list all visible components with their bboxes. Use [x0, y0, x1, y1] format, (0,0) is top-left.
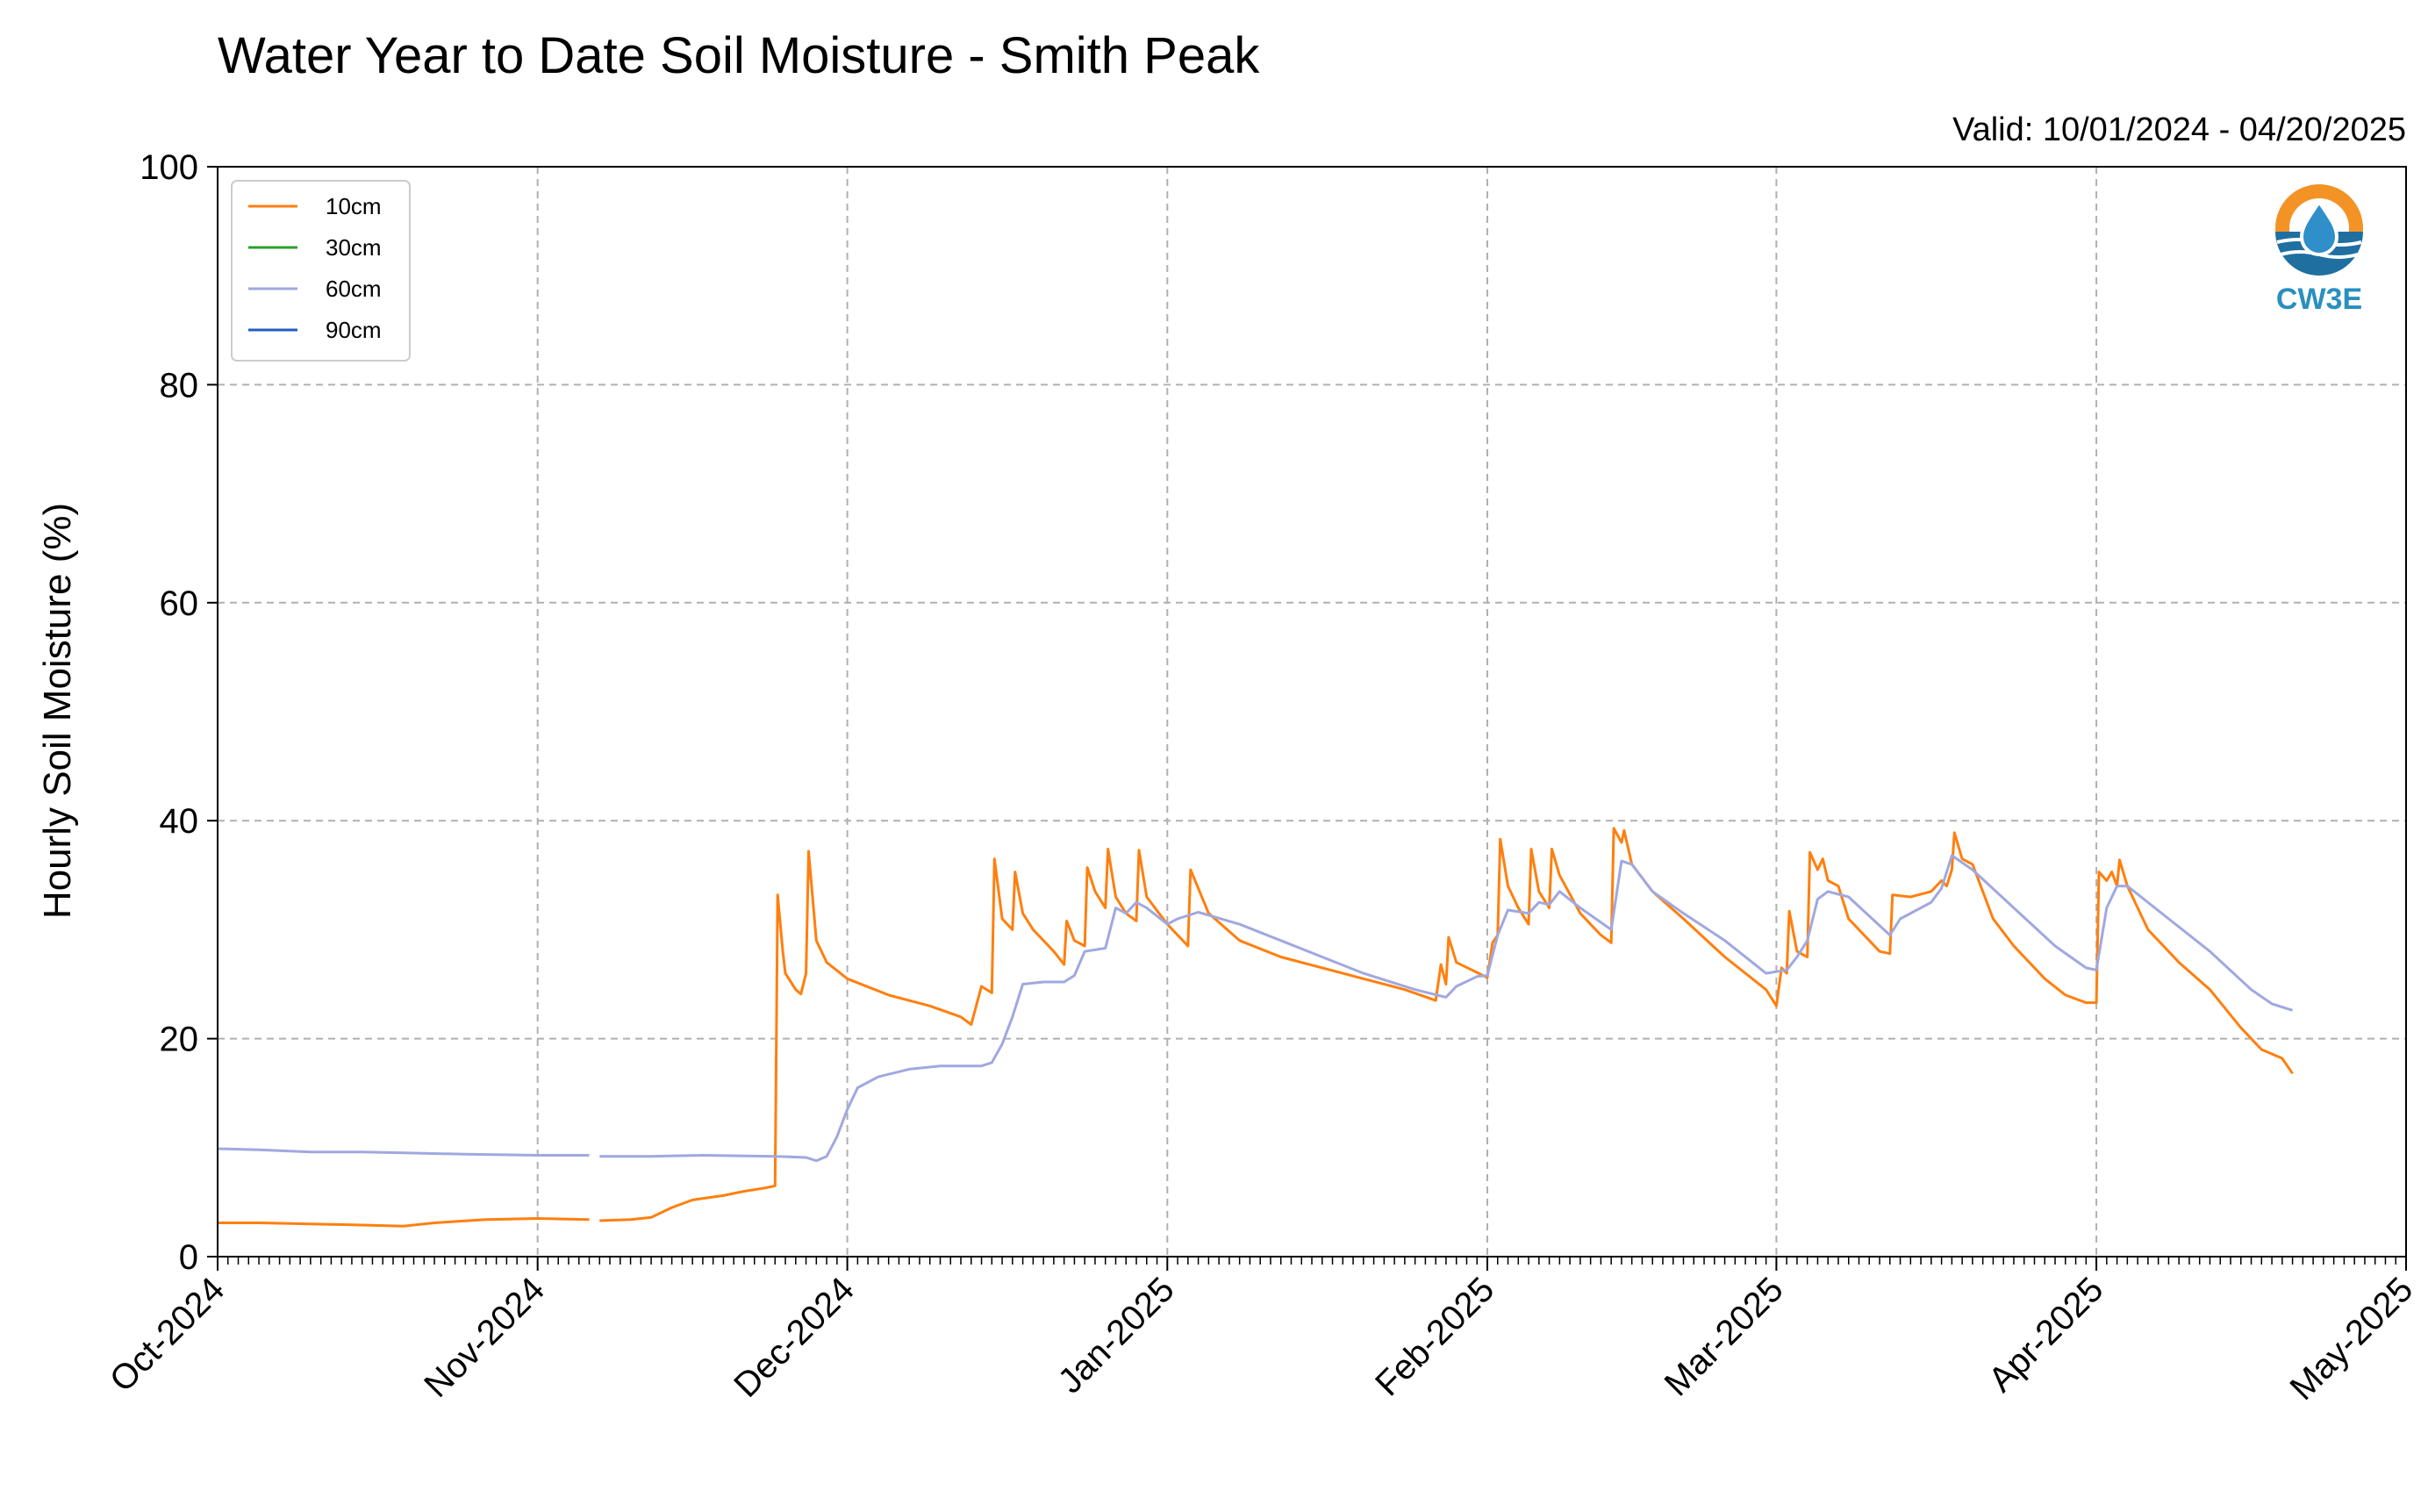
x-tick-label: Mar-2025 [1658, 1270, 1791, 1403]
y-tick-label: 100 [140, 148, 198, 187]
x-tick-label: Jan-2025 [1051, 1270, 1182, 1401]
legend-box [231, 180, 411, 362]
plot-area-frame [217, 166, 2407, 1258]
x-tick-label: Oct-2024 [103, 1270, 232, 1399]
x-tick-label: May-2025 [2282, 1270, 2420, 1408]
y-tick-label: 20 [160, 1021, 199, 1059]
axes: 0 20 40 60 80 100 Oct-2024 Nov-2024 Dec-2024 Jan-… [103, 148, 2420, 1408]
x-tick-label: Apr-2025 [1981, 1270, 2110, 1399]
legend-label-60cm: 60cm [326, 276, 382, 302]
series-line-60cm [599, 854, 2294, 1163]
x-tick-label: Nov-2024 [417, 1270, 552, 1405]
series-line-10cm [218, 1217, 590, 1228]
legend-label-90cm: 90cm [326, 317, 382, 343]
legend-label-30cm: 30cm [326, 234, 382, 261]
cw3e-logo: CW3E [2275, 184, 2363, 316]
logo-text: CW3E [2276, 283, 2362, 316]
legend-label-10cm: 10cm [326, 193, 382, 219]
y-tick-label: 40 [160, 802, 199, 841]
series-line-60cm [217, 1147, 590, 1157]
legend: 10cm 30cm 60cm 90cm [231, 180, 411, 362]
chart-title: Water Year to Date Soil Moisture - Smith… [218, 27, 1260, 84]
grid [217, 166, 2407, 1258]
x-tick-label: Dec-2024 [727, 1270, 862, 1405]
series-lines [217, 827, 2294, 1228]
x-tick-label: Feb-2025 [1368, 1270, 1501, 1403]
chart-subtitle: Valid: 10/01/2024 - 04/20/2025 [1952, 111, 2406, 148]
y-tick-label: 80 [160, 366, 199, 405]
y-tick-label: 0 [179, 1238, 198, 1277]
logo-drop-icon [2299, 198, 2339, 256]
series-line-10cm [599, 827, 2294, 1222]
y-tick-label: 60 [160, 584, 199, 623]
y-axis-label: Hourly Soil Moisture (%) [36, 503, 79, 919]
